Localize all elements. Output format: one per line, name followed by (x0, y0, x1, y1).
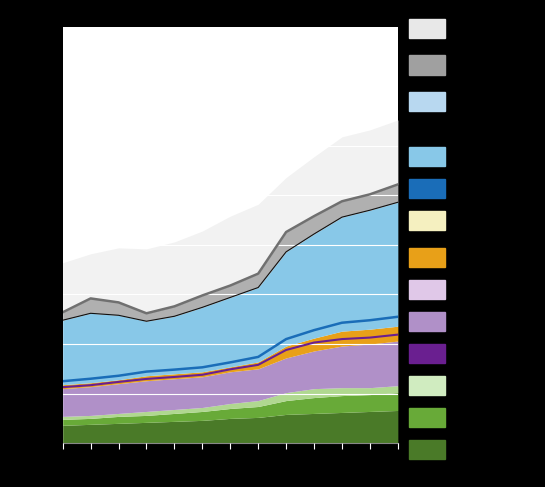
Bar (409, 247, 445, 267)
Bar (409, 312, 445, 331)
Bar (409, 280, 445, 299)
Bar (409, 92, 445, 111)
Bar (409, 376, 445, 395)
Bar (409, 147, 445, 166)
Bar (409, 440, 445, 459)
Bar (409, 408, 445, 427)
Bar (409, 179, 445, 198)
Bar (409, 56, 445, 75)
Bar (409, 211, 445, 230)
Bar (409, 19, 445, 38)
Bar (409, 344, 445, 363)
